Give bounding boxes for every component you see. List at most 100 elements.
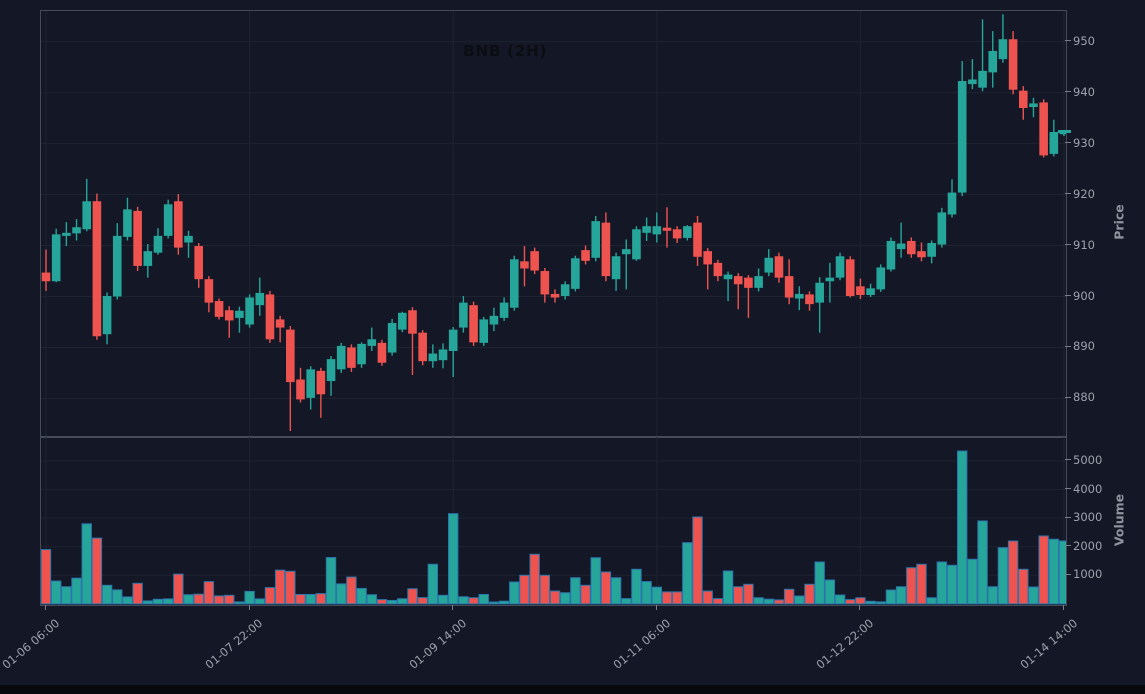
volume-bar xyxy=(1028,586,1039,605)
x-tick-label: 01-11 06:00 xyxy=(610,616,673,672)
candle-body xyxy=(764,257,774,273)
volume-bar xyxy=(529,553,540,605)
volume-bar xyxy=(1058,540,1066,605)
candle-body xyxy=(866,288,875,295)
volume-plot xyxy=(41,437,1066,605)
volume-bar xyxy=(926,597,937,605)
candle-body xyxy=(571,258,580,289)
candle-body xyxy=(347,347,356,368)
candle-body xyxy=(530,251,539,271)
volume-bar xyxy=(814,561,825,605)
candle-body xyxy=(82,201,92,230)
volume-bar xyxy=(244,590,255,605)
candle-body xyxy=(784,276,794,298)
volume-bar xyxy=(305,593,316,605)
volume-tick-mark xyxy=(1065,488,1071,489)
candle-body xyxy=(733,276,743,285)
volume-bar xyxy=(366,594,377,605)
volume-bar xyxy=(71,577,82,605)
volume-bar xyxy=(213,595,225,605)
candle-body xyxy=(581,250,590,261)
candle-body xyxy=(754,276,763,288)
price-tick-label: 880 xyxy=(1073,390,1095,405)
volume-bar xyxy=(610,577,622,605)
volume-bar xyxy=(600,571,612,605)
candle-body xyxy=(398,312,407,330)
candle-body xyxy=(642,226,651,233)
candle-body xyxy=(174,201,183,248)
candle-body xyxy=(224,310,234,321)
candle-body xyxy=(520,261,529,269)
volume-bar xyxy=(590,557,601,605)
volume-bar xyxy=(112,589,123,605)
volume-bar xyxy=(498,600,510,605)
price-tick-mark xyxy=(1065,345,1071,347)
volume-tick-mark xyxy=(1065,516,1071,518)
x-tick-label: 01-07 22:00 xyxy=(202,616,266,672)
volume-bar xyxy=(91,537,103,605)
volume-bar xyxy=(753,597,764,605)
volume-bar xyxy=(834,594,846,605)
volume-bar xyxy=(376,599,388,605)
volume-bar xyxy=(641,581,652,605)
volume-bar xyxy=(315,593,327,605)
candle-body xyxy=(856,286,865,295)
volume-bar xyxy=(173,573,184,605)
candle-body xyxy=(184,235,193,243)
candle-body xyxy=(1029,103,1038,108)
candle-body xyxy=(1039,102,1048,156)
x-tick-label: 01-14 14:00 xyxy=(1017,616,1080,672)
volume-bar xyxy=(1007,540,1019,605)
candle-body xyxy=(336,345,346,370)
volume-bar xyxy=(722,570,734,605)
volume-panel xyxy=(40,436,1067,606)
candle-body xyxy=(1018,90,1028,109)
candle-body xyxy=(621,249,631,255)
candle-body xyxy=(693,222,702,257)
candle-body xyxy=(275,319,285,328)
candle-body xyxy=(143,251,153,266)
volume-bar xyxy=(743,583,754,605)
x-tick-mark xyxy=(452,605,454,610)
volume-bar xyxy=(946,564,958,605)
candle-body xyxy=(652,226,662,235)
candle-body xyxy=(62,232,71,236)
x-tick-mark xyxy=(45,605,46,610)
x-tick-label: 01-06 06:00 xyxy=(0,616,62,672)
last-price-marker xyxy=(1058,130,1071,133)
candle-body xyxy=(326,359,336,382)
candle-body xyxy=(41,272,51,282)
price-tick-mark xyxy=(1065,295,1071,296)
candle-body xyxy=(153,235,163,253)
candle-body xyxy=(825,277,835,282)
volume-bar xyxy=(916,563,927,605)
volume-bar xyxy=(397,598,408,605)
volume-tick-label: 2000 xyxy=(1073,538,1103,553)
volume-bar xyxy=(356,587,367,605)
candle-body xyxy=(937,212,947,245)
candle-body xyxy=(988,50,998,73)
volume-bar xyxy=(712,598,724,605)
volume-bar xyxy=(203,581,215,605)
price-tick-mark xyxy=(1065,91,1071,93)
candle-body xyxy=(672,229,682,239)
volume-bar xyxy=(152,598,164,605)
volume-bar xyxy=(1018,568,1029,605)
volume-bar xyxy=(987,586,998,605)
volume-axis-title: Volume xyxy=(1111,493,1127,547)
candle-body xyxy=(591,221,601,258)
volume-bar xyxy=(936,561,948,605)
price-tick-mark xyxy=(1065,193,1071,195)
x-tick-mark xyxy=(655,605,657,610)
volume-bar xyxy=(977,520,988,605)
volume-bar xyxy=(692,516,703,605)
candle-body xyxy=(102,295,112,335)
candle-body xyxy=(927,243,936,257)
candle-body xyxy=(204,279,214,303)
candle-body xyxy=(357,343,366,365)
volume-bar xyxy=(763,598,774,605)
volume-bar xyxy=(539,574,551,605)
volume-bar xyxy=(783,588,795,605)
volume-tick-label: 1000 xyxy=(1073,567,1103,582)
volume-tick-label: 3000 xyxy=(1073,510,1103,525)
